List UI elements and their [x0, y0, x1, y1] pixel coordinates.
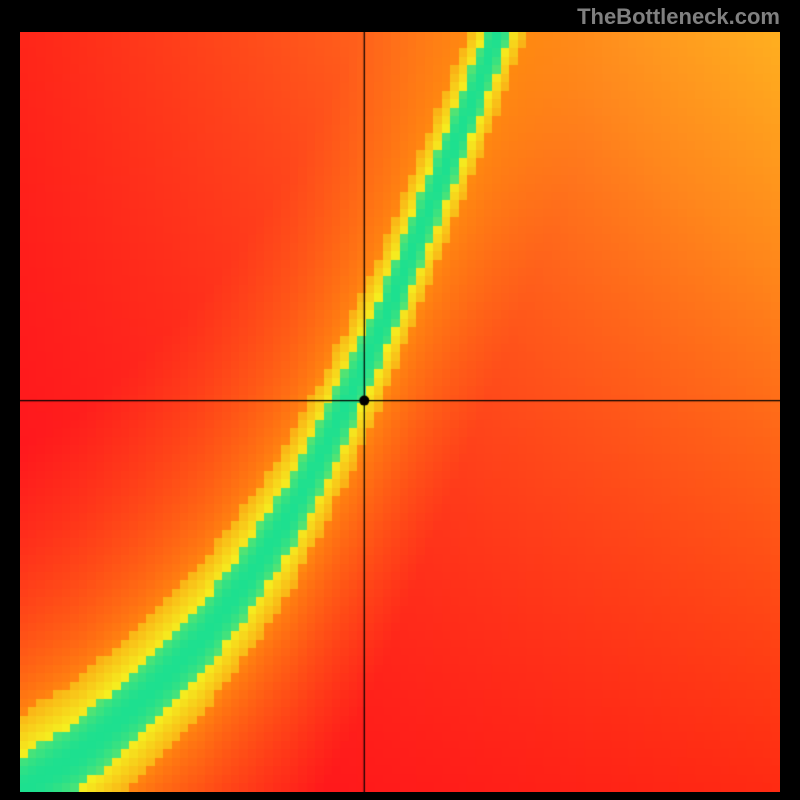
watermark-text: TheBottleneck.com [577, 4, 780, 30]
bottleneck-heatmap [20, 32, 780, 792]
chart-frame: TheBottleneck.com [0, 0, 800, 800]
